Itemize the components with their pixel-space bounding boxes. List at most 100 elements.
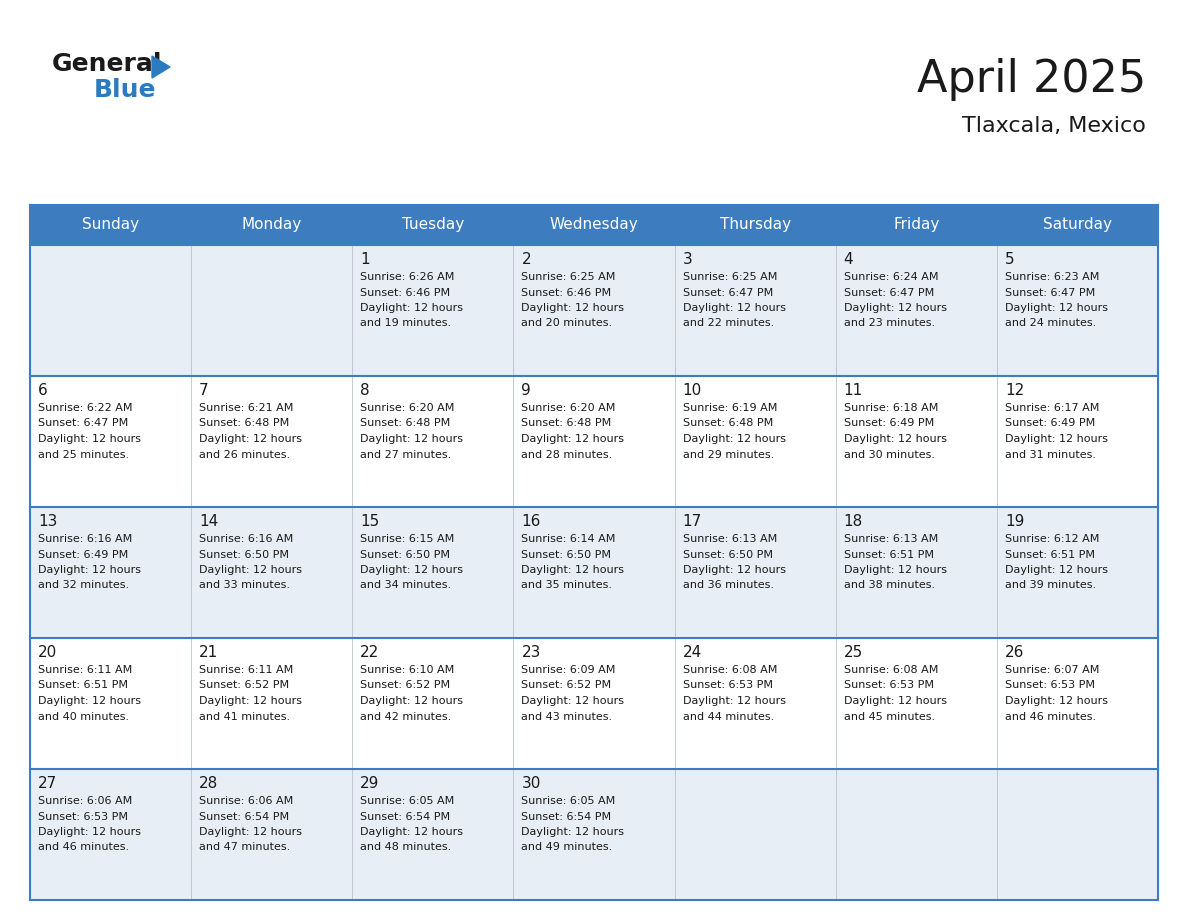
Text: Daylight: 12 hours: Daylight: 12 hours (200, 696, 302, 706)
Text: Daylight: 12 hours: Daylight: 12 hours (522, 434, 625, 444)
Text: Daylight: 12 hours: Daylight: 12 hours (522, 303, 625, 313)
Bar (191, 205, 353, 245)
Text: Blue: Blue (94, 78, 157, 102)
Text: Daylight: 12 hours: Daylight: 12 hours (683, 303, 785, 313)
Text: Sunrise: 6:13 AM: Sunrise: 6:13 AM (843, 534, 939, 544)
Text: and 30 minutes.: and 30 minutes. (843, 450, 935, 460)
Text: Sunrise: 6:21 AM: Sunrise: 6:21 AM (200, 403, 293, 413)
Text: 27: 27 (38, 776, 57, 791)
Text: April 2025: April 2025 (917, 58, 1146, 101)
Text: 22: 22 (360, 645, 379, 660)
Text: 12: 12 (1005, 383, 1024, 398)
Text: and 33 minutes.: and 33 minutes. (200, 580, 290, 590)
Text: 20: 20 (38, 645, 57, 660)
Text: Sunrise: 6:22 AM: Sunrise: 6:22 AM (38, 403, 133, 413)
Text: Sunset: 6:49 PM: Sunset: 6:49 PM (1005, 419, 1095, 429)
Text: and 22 minutes.: and 22 minutes. (683, 319, 773, 329)
Text: Sunrise: 6:18 AM: Sunrise: 6:18 AM (843, 403, 939, 413)
Text: Sunset: 6:46 PM: Sunset: 6:46 PM (522, 287, 612, 297)
Text: and 41 minutes.: and 41 minutes. (200, 711, 290, 722)
Text: Sunset: 6:49 PM: Sunset: 6:49 PM (843, 419, 934, 429)
Text: Daylight: 12 hours: Daylight: 12 hours (200, 434, 302, 444)
Text: Sunrise: 6:20 AM: Sunrise: 6:20 AM (360, 403, 455, 413)
Text: Sunrise: 6:06 AM: Sunrise: 6:06 AM (38, 796, 132, 806)
Text: and 24 minutes.: and 24 minutes. (1005, 319, 1097, 329)
Text: Sunrise: 6:10 AM: Sunrise: 6:10 AM (360, 665, 455, 675)
Bar (30, 205, 191, 245)
Text: Monday: Monday (241, 218, 302, 232)
Text: 23: 23 (522, 645, 541, 660)
Text: and 38 minutes.: and 38 minutes. (843, 580, 935, 590)
Text: and 44 minutes.: and 44 minutes. (683, 711, 773, 722)
Text: Sunset: 6:48 PM: Sunset: 6:48 PM (683, 419, 773, 429)
Text: and 29 minutes.: and 29 minutes. (683, 450, 773, 460)
Text: Sunset: 6:52 PM: Sunset: 6:52 PM (200, 680, 289, 690)
Text: 11: 11 (843, 383, 862, 398)
Text: Daylight: 12 hours: Daylight: 12 hours (360, 827, 463, 837)
Text: 24: 24 (683, 645, 702, 660)
Text: Sunset: 6:47 PM: Sunset: 6:47 PM (38, 419, 128, 429)
Text: and 43 minutes.: and 43 minutes. (522, 711, 613, 722)
Text: Daylight: 12 hours: Daylight: 12 hours (360, 434, 463, 444)
Text: Sunset: 6:50 PM: Sunset: 6:50 PM (522, 550, 612, 559)
Text: Sunset: 6:51 PM: Sunset: 6:51 PM (1005, 550, 1095, 559)
Polygon shape (152, 56, 170, 78)
Text: Sunset: 6:50 PM: Sunset: 6:50 PM (200, 550, 289, 559)
Text: Sunrise: 6:20 AM: Sunrise: 6:20 AM (522, 403, 615, 413)
Text: Daylight: 12 hours: Daylight: 12 hours (683, 565, 785, 575)
Text: Sunrise: 6:06 AM: Sunrise: 6:06 AM (200, 796, 293, 806)
Text: 2: 2 (522, 252, 531, 267)
Text: Sunset: 6:54 PM: Sunset: 6:54 PM (200, 812, 289, 822)
Text: Daylight: 12 hours: Daylight: 12 hours (1005, 565, 1108, 575)
Bar (353, 205, 513, 245)
Text: Sunrise: 6:16 AM: Sunrise: 6:16 AM (38, 534, 132, 544)
Text: 30: 30 (522, 776, 541, 791)
Text: Sunset: 6:49 PM: Sunset: 6:49 PM (38, 550, 128, 559)
Text: 15: 15 (360, 514, 379, 529)
Text: 1: 1 (360, 252, 369, 267)
Text: Daylight: 12 hours: Daylight: 12 hours (843, 565, 947, 575)
Text: Daylight: 12 hours: Daylight: 12 hours (200, 565, 302, 575)
Text: Sunrise: 6:12 AM: Sunrise: 6:12 AM (1005, 534, 1099, 544)
Text: Daylight: 12 hours: Daylight: 12 hours (843, 696, 947, 706)
Text: Sunset: 6:50 PM: Sunset: 6:50 PM (360, 550, 450, 559)
Text: Daylight: 12 hours: Daylight: 12 hours (38, 827, 141, 837)
Text: Saturday: Saturday (1043, 218, 1112, 232)
Text: 17: 17 (683, 514, 702, 529)
Text: Wednesday: Wednesday (550, 218, 638, 232)
Text: Sunset: 6:46 PM: Sunset: 6:46 PM (360, 287, 450, 297)
Text: Sunrise: 6:07 AM: Sunrise: 6:07 AM (1005, 665, 1099, 675)
Text: and 49 minutes.: and 49 minutes. (522, 843, 613, 853)
Text: and 25 minutes.: and 25 minutes. (38, 450, 129, 460)
Text: Sunset: 6:48 PM: Sunset: 6:48 PM (200, 419, 290, 429)
Text: General: General (52, 52, 163, 76)
Text: Daylight: 12 hours: Daylight: 12 hours (1005, 696, 1108, 706)
Text: Sunrise: 6:24 AM: Sunrise: 6:24 AM (843, 272, 939, 282)
Text: Tlaxcala, Mexico: Tlaxcala, Mexico (962, 116, 1146, 136)
Text: 10: 10 (683, 383, 702, 398)
Text: Sunrise: 6:13 AM: Sunrise: 6:13 AM (683, 534, 777, 544)
Text: Daylight: 12 hours: Daylight: 12 hours (1005, 434, 1108, 444)
Text: and 20 minutes.: and 20 minutes. (522, 319, 613, 329)
Text: Sunset: 6:47 PM: Sunset: 6:47 PM (843, 287, 934, 297)
Bar (30, 638, 1158, 769)
Text: 26: 26 (1005, 645, 1024, 660)
Text: 18: 18 (843, 514, 862, 529)
Text: Daylight: 12 hours: Daylight: 12 hours (683, 434, 785, 444)
Text: Daylight: 12 hours: Daylight: 12 hours (1005, 303, 1108, 313)
Text: Daylight: 12 hours: Daylight: 12 hours (522, 565, 625, 575)
Text: Sunset: 6:47 PM: Sunset: 6:47 PM (1005, 287, 1095, 297)
Text: Sunrise: 6:23 AM: Sunrise: 6:23 AM (1005, 272, 1099, 282)
Bar (30, 507, 1158, 638)
Text: Daylight: 12 hours: Daylight: 12 hours (522, 827, 625, 837)
Text: Sunset: 6:54 PM: Sunset: 6:54 PM (360, 812, 450, 822)
Text: Sunset: 6:53 PM: Sunset: 6:53 PM (843, 680, 934, 690)
Text: 16: 16 (522, 514, 541, 529)
Text: and 45 minutes.: and 45 minutes. (843, 711, 935, 722)
Bar (997, 205, 1158, 245)
Bar (30, 376, 1158, 507)
Text: Tuesday: Tuesday (402, 218, 465, 232)
Text: Sunset: 6:48 PM: Sunset: 6:48 PM (360, 419, 450, 429)
Text: Sunrise: 6:19 AM: Sunrise: 6:19 AM (683, 403, 777, 413)
Text: Daylight: 12 hours: Daylight: 12 hours (843, 303, 947, 313)
